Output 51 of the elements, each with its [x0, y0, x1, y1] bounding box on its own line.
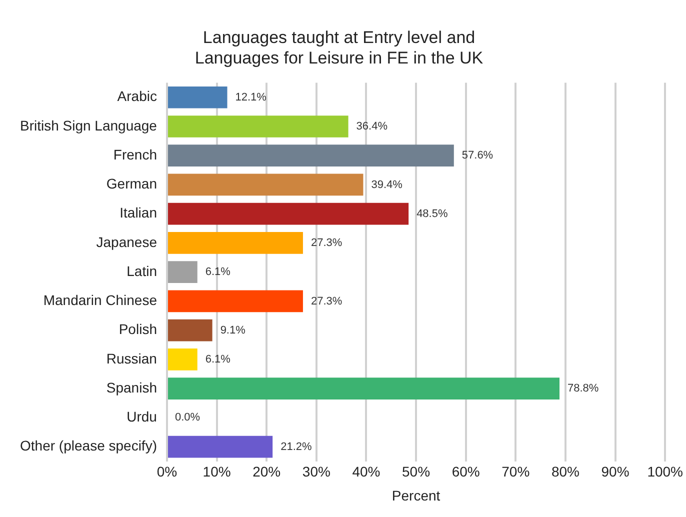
y-tick-label: French — [113, 146, 157, 162]
bar — [168, 348, 198, 370]
x-axis-title: Percent — [392, 487, 440, 504]
y-tick-label: Mandarin Chinese — [43, 292, 158, 308]
x-tick-label: 40% — [352, 464, 380, 480]
x-tick-label: 0% — [156, 464, 178, 480]
y-tick-label: Spanish — [106, 379, 157, 396]
data-label: 0.0% — [174, 412, 200, 424]
bar — [168, 319, 212, 342]
data-label: 6.1% — [205, 354, 231, 366]
y-tick-label: British Sign Language — [20, 117, 158, 134]
bar — [168, 174, 364, 196]
x-tick-label: 80% — [551, 464, 580, 480]
data-label: 27.3% — [310, 237, 342, 250]
y-tick-label: Latin — [126, 262, 157, 279]
x-tick-label: 50% — [402, 464, 430, 480]
x-tick-label: 20% — [252, 464, 281, 480]
data-label: 9.1% — [220, 324, 246, 336]
x-tick-label: 30% — [302, 464, 330, 480]
y-tick-label: German — [106, 176, 157, 192]
y-tick-label: Arabic — [117, 88, 157, 104]
chart-title: Languages taught at Entry level and Languages for Leisure in FE in the UK — [194, 28, 484, 68]
bar — [168, 261, 198, 284]
y-tick-label: Italian — [120, 204, 157, 221]
y-tick-label: Urdu — [126, 408, 157, 425]
x-tick-label: 100% — [647, 464, 684, 480]
y-tick-label: Polish — [118, 321, 157, 338]
data-label: 36.4% — [356, 120, 388, 133]
y-tick-label: Japanese — [96, 234, 158, 250]
x-tick-label: 10% — [202, 464, 231, 480]
bar — [168, 436, 273, 458]
data-label: 27.3% — [310, 295, 342, 308]
bar — [168, 202, 409, 225]
bar — [168, 378, 560, 400]
bar — [168, 144, 454, 167]
x-tick-label: 70% — [502, 464, 530, 480]
bar — [168, 116, 348, 138]
bar — [168, 86, 228, 108]
data-label: 21.2% — [280, 440, 312, 453]
data-label: 57.6% — [462, 150, 494, 162]
data-label: 6.1% — [205, 266, 231, 278]
x-tick-label: 60% — [452, 464, 480, 480]
y-tick-label: Russian — [106, 350, 157, 366]
data-label: 39.4% — [371, 178, 403, 191]
data-label: 12.1% — [235, 91, 267, 104]
data-label: 48.5% — [416, 208, 448, 220]
y-tick-label: Other (please specify) — [20, 438, 157, 454]
bar — [168, 290, 303, 312]
bar — [168, 232, 303, 254]
x-tick-label: 90% — [601, 464, 630, 480]
data-label: 78.8% — [567, 382, 599, 395]
